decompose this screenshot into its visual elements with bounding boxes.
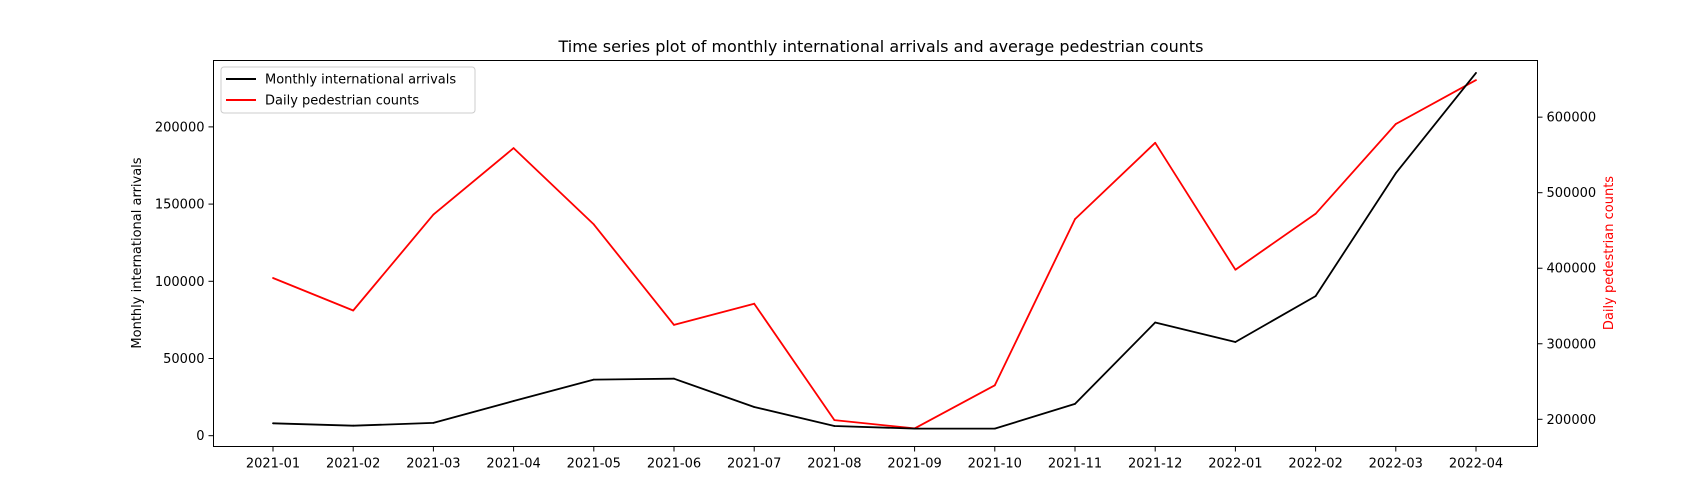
data-point-arrivals: [1314, 295, 1317, 297]
y-right-tick-label: 200000: [1547, 413, 1597, 428]
x-tick-label: 2021-10: [968, 457, 1022, 472]
chart-title: Time series plot of monthly internationa…: [557, 37, 1203, 56]
data-point-arrivals: [1394, 172, 1397, 175]
plot-area: 2021-01 2021-02 2021-03 2021-04 2021-05 2021-…: [155, 72, 1596, 472]
data-point-arrivals: [352, 424, 355, 427]
x-tick-label: 2021-12: [1128, 457, 1182, 472]
data-point-arrivals: [673, 377, 675, 380]
data-point-arrivals: [913, 427, 916, 430]
data-point-pedestrian: [1475, 79, 1477, 81]
x-tick-label: 2021-07: [727, 457, 781, 472]
axes-frame: [213, 60, 1538, 447]
data-point-pedestrian: [592, 223, 595, 226]
data-point-pedestrian: [1074, 218, 1076, 221]
x-tick-label: 2022-04: [1449, 457, 1503, 472]
data-point-pedestrian: [1314, 212, 1317, 215]
legend-box: [220, 66, 476, 114]
data-point-pedestrian: [1394, 123, 1397, 125]
y-left-tick-label: 150000: [155, 198, 205, 213]
data-point-pedestrian: [753, 302, 756, 305]
y-right-tick-label: 600000: [1547, 111, 1597, 126]
x-tick-label: 2021-06: [647, 457, 701, 472]
data-point-pedestrian: [352, 309, 355, 312]
legend-label-pedestrian: Daily pedestrian counts: [265, 94, 419, 109]
data-point-pedestrian: [432, 213, 435, 216]
series-line-arrivals: [272, 72, 1477, 430]
legend-label-arrivals: Monthly international arrivals: [265, 73, 456, 88]
y-left-tick-label: 50000: [163, 352, 204, 367]
x-tick-label: 2021-03: [406, 457, 460, 472]
data-point-pedestrian: [1234, 268, 1237, 271]
x-tick-label: 2021-09: [887, 457, 941, 472]
y-left-tick-label: 100000: [155, 275, 205, 290]
series-line-pedestrian: [272, 79, 1477, 430]
data-point-pedestrian: [833, 419, 836, 421]
x-tick-label: 2021-05: [567, 457, 621, 472]
data-point-arrivals: [1234, 341, 1237, 343]
x-tick-label: 2022-03: [1369, 457, 1423, 472]
data-point-arrivals: [753, 406, 756, 408]
data-point-pedestrian: [272, 277, 274, 279]
x-tick-label: 2021-02: [326, 457, 380, 472]
data-point-pedestrian: [993, 384, 996, 387]
data-point-arrivals: [993, 427, 996, 430]
data-point-arrivals: [833, 425, 836, 427]
data-point-arrivals: [1475, 72, 1477, 74]
y-axis-left-label: Monthly international arrivals: [130, 157, 145, 348]
y-right-tick-label: 400000: [1547, 262, 1597, 277]
data-point-pedestrian: [1154, 141, 1157, 144]
data-point-pedestrian: [673, 324, 675, 326]
x-tick-label: 2022-01: [1208, 457, 1262, 472]
x-tick-label: 2021-01: [246, 457, 300, 472]
data-point-arrivals: [512, 400, 515, 402]
data-point-arrivals: [592, 378, 595, 381]
x-tick-label: 2021-11: [1048, 457, 1102, 472]
data-point-arrivals: [272, 422, 274, 425]
x-tick-label: 2022-02: [1288, 457, 1342, 472]
x-tick-label: 2021-04: [486, 457, 540, 472]
data-point-pedestrian: [512, 147, 515, 150]
y-axis-right-label: Daily pedestrian counts: [1602, 176, 1617, 330]
data-point-arrivals: [1074, 403, 1076, 405]
y-right-tick-label: 500000: [1547, 186, 1597, 201]
y-left-tick-label: 200000: [155, 120, 205, 135]
x-tick-label: 2021-08: [807, 457, 861, 472]
y-left-tick-label: 0: [196, 429, 204, 444]
y-right-tick-label: 300000: [1547, 337, 1597, 352]
data-point-arrivals: [1154, 321, 1157, 324]
data-point-arrivals: [432, 422, 435, 424]
legend: Monthly international arrivals Daily ped…: [220, 66, 476, 114]
